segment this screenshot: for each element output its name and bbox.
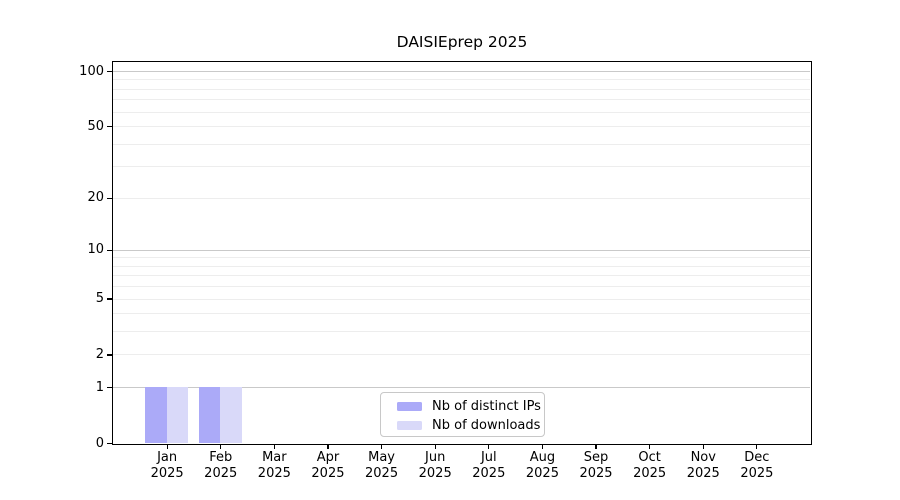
bar-downloads bbox=[166, 387, 189, 443]
x-tick-label: Aug 2025 bbox=[514, 450, 570, 481]
minor-gridline bbox=[113, 313, 810, 315]
x-tick-month: Jun bbox=[425, 450, 446, 465]
x-tick-mark bbox=[756, 444, 758, 449]
y-tick-label: 1 bbox=[95, 379, 104, 395]
minor-gridline bbox=[113, 331, 810, 333]
x-tick-mark bbox=[166, 444, 168, 449]
legend-swatch-distinct-ips bbox=[397, 402, 422, 411]
x-tick-month: Jul bbox=[480, 450, 497, 465]
minor-gridline bbox=[113, 126, 810, 128]
minor-gridline bbox=[113, 257, 810, 259]
x-tick-mark bbox=[434, 444, 436, 449]
y-tick-label: 10 bbox=[87, 242, 104, 258]
minor-gridline bbox=[113, 111, 810, 113]
minor-gridline bbox=[113, 88, 810, 90]
legend-label-distinct-ips: Nb of distinct IPs bbox=[432, 399, 541, 414]
y-tick-mark bbox=[107, 197, 113, 199]
x-tick-mark bbox=[541, 444, 543, 449]
chart-title: DAISIEprep 2025 bbox=[396, 33, 528, 51]
y-tick-mark bbox=[107, 387, 113, 389]
x-tick-month: Oct bbox=[638, 450, 661, 465]
legend-label-downloads: Nb of downloads bbox=[432, 418, 541, 433]
x-tick-mark bbox=[595, 444, 597, 449]
x-tick-year: 2025 bbox=[150, 465, 184, 481]
minor-gridline bbox=[113, 99, 810, 101]
y-tick-label: 5 bbox=[95, 291, 104, 307]
x-tick-label: Apr 2025 bbox=[300, 450, 356, 481]
minor-gridline bbox=[113, 286, 810, 288]
x-tick-year: 2025 bbox=[311, 465, 345, 481]
x-tick-mark bbox=[702, 444, 704, 449]
minor-gridline bbox=[113, 79, 810, 81]
x-tick-month: May bbox=[368, 450, 395, 465]
x-tick-month: Feb bbox=[209, 450, 233, 465]
x-tick-mark bbox=[327, 444, 329, 449]
x-tick-label: Dec 2025 bbox=[729, 450, 785, 481]
y-tick-mark bbox=[107, 249, 113, 251]
x-tick-year: 2025 bbox=[740, 465, 774, 481]
minor-gridline bbox=[113, 275, 810, 277]
x-tick-label: Jun 2025 bbox=[407, 450, 463, 481]
bar-distinct-ips bbox=[198, 387, 221, 443]
x-tick-month: Aug bbox=[529, 450, 556, 465]
x-tick-year: 2025 bbox=[686, 465, 720, 481]
x-tick-mark bbox=[649, 444, 651, 449]
x-tick-month: Apr bbox=[316, 450, 340, 465]
minor-gridline bbox=[113, 265, 810, 267]
x-tick-mark bbox=[273, 444, 275, 449]
x-tick-label: Jan 2025 bbox=[139, 450, 195, 481]
x-tick-label: Sep 2025 bbox=[568, 450, 624, 481]
minor-gridline bbox=[113, 197, 810, 199]
major-gridline bbox=[113, 249, 810, 251]
x-tick-year: 2025 bbox=[365, 465, 399, 481]
y-tick-mark bbox=[107, 70, 113, 73]
x-tick-mark bbox=[380, 444, 383, 449]
x-tick-month: Dec bbox=[744, 450, 770, 465]
bar-downloads bbox=[220, 387, 242, 443]
y-tick-mark bbox=[107, 354, 113, 356]
y-tick-mark bbox=[107, 126, 113, 128]
legend-swatch-downloads bbox=[397, 421, 422, 430]
x-tick-month: Jan bbox=[157, 450, 178, 465]
x-tick-year: 2025 bbox=[257, 465, 291, 481]
plot-area bbox=[112, 61, 812, 445]
x-tick-year: 2025 bbox=[418, 465, 452, 481]
legend-entry-downloads: Nb of downloads bbox=[397, 416, 540, 435]
x-tick-label: Oct 2025 bbox=[622, 450, 678, 481]
y-tick-label: 2 bbox=[95, 346, 104, 362]
legend: Nb of distinct IPs Nb of downloads bbox=[380, 392, 545, 437]
y-tick-mark bbox=[107, 442, 113, 445]
x-tick-month: Mar bbox=[262, 450, 287, 465]
x-tick-label: Feb 2025 bbox=[193, 450, 249, 481]
major-gridline bbox=[113, 71, 810, 73]
legend-entry-distinct-ips: Nb of distinct IPs bbox=[397, 397, 541, 416]
y-tick-mark bbox=[107, 298, 113, 300]
x-tick-year: 2025 bbox=[472, 465, 506, 481]
x-tick-label: Jul 2025 bbox=[461, 450, 517, 481]
x-tick-mark bbox=[488, 444, 490, 449]
x-tick-label: May 2025 bbox=[354, 450, 410, 481]
minor-gridline bbox=[113, 354, 810, 356]
bar-distinct-ips bbox=[145, 387, 167, 443]
minor-gridline bbox=[113, 166, 810, 168]
x-tick-year: 2025 bbox=[204, 465, 238, 481]
x-tick-month: Nov bbox=[690, 450, 716, 465]
x-tick-mark bbox=[220, 444, 222, 449]
major-gridline bbox=[113, 387, 810, 389]
x-tick-year: 2025 bbox=[525, 465, 559, 481]
y-tick-label: 20 bbox=[87, 190, 104, 206]
x-tick-year: 2025 bbox=[633, 465, 667, 481]
y-tick-label: 0 bbox=[95, 435, 104, 451]
y-tick-label: 100 bbox=[79, 63, 104, 79]
x-tick-year: 2025 bbox=[579, 465, 613, 481]
x-tick-label: Nov 2025 bbox=[675, 450, 731, 481]
x-tick-label: Mar 2025 bbox=[246, 450, 302, 481]
minor-gridline bbox=[113, 298, 810, 300]
x-tick-month: Sep bbox=[583, 450, 609, 465]
y-tick-label: 50 bbox=[87, 118, 104, 134]
minor-gridline bbox=[113, 143, 810, 145]
